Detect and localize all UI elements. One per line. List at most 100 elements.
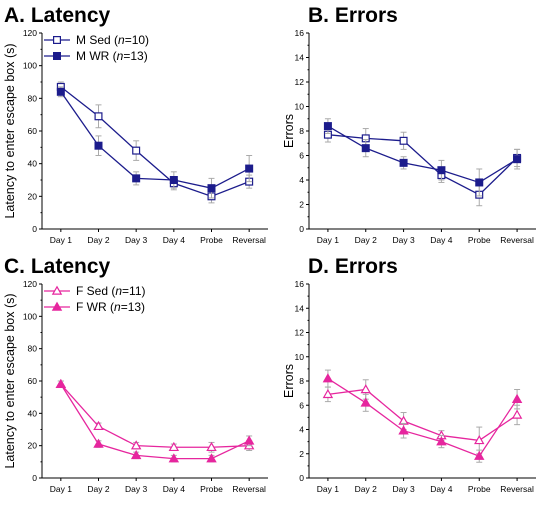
data-point (168, 453, 180, 463)
y-tick-label: 12 (295, 328, 305, 338)
x-tick-label: Day 1 (50, 235, 72, 245)
x-tick-label: Day 2 (87, 484, 109, 494)
panel-title: C. Latency (4, 255, 111, 278)
y-axis-label: Errors (282, 114, 296, 148)
data-point (323, 122, 332, 131)
y-axis-label: Latency to enter escape box (s) (3, 43, 17, 218)
legend: M Sed (n=10) M WR (n=13) (44, 33, 149, 63)
legend-label: M WR (n=13) (76, 49, 148, 63)
x-tick-label: Reversal (500, 235, 534, 245)
x-tick-label: Day 2 (355, 484, 377, 494)
y-tick-label: 6 (299, 151, 304, 161)
y-tick-label: 10 (295, 102, 305, 112)
data-point (56, 87, 65, 96)
legend-marker (52, 35, 61, 44)
panel-title: A. Latency (4, 4, 111, 27)
y-tick-label: 2 (299, 200, 304, 210)
y-tick-label: 14 (295, 303, 305, 313)
y-tick-label: 80 (28, 344, 38, 354)
series-line (327, 125, 518, 184)
x-tick-label: Day 3 (392, 235, 414, 245)
x-tick-label: Day 4 (430, 235, 452, 245)
x-tick-label: Probe (468, 484, 491, 494)
data-point (207, 184, 216, 193)
data-point (436, 436, 447, 446)
y-tick-label: 2 (299, 449, 304, 459)
y-tick-label: 4 (299, 425, 304, 435)
y-tick-label: 40 (28, 159, 38, 169)
y-tick-label: 80 (28, 93, 38, 103)
legend-marker (52, 51, 61, 60)
data-point (513, 155, 522, 164)
data-point (475, 178, 484, 187)
x-tick-label: Day 3 (125, 235, 147, 245)
legend-marker (51, 285, 63, 295)
data-point (474, 450, 485, 460)
series-line (60, 91, 250, 189)
y-tick-label: 120 (23, 28, 37, 38)
data-point (169, 176, 178, 185)
x-tick-label: Day 4 (163, 484, 185, 494)
series-1 (322, 379, 523, 455)
x-tick-label: Day 2 (355, 235, 377, 245)
data-point (243, 435, 255, 445)
y-tick-label: 10 (295, 352, 305, 362)
series-1 (56, 81, 254, 204)
y-axis-label: Latency to enter escape box (s) (3, 293, 17, 468)
legend-label: F Sed (n=11) (76, 284, 146, 298)
data-point (398, 425, 409, 435)
x-tick-label: Probe (200, 235, 223, 245)
x-tick-label: Day 1 (317, 484, 339, 494)
panel-title: B. Errors (308, 4, 398, 27)
series-2 (55, 378, 255, 463)
data-point (322, 388, 334, 399)
data-point (93, 438, 104, 448)
y-tick-label: 0 (299, 473, 304, 483)
y-tick-label: 8 (299, 126, 304, 136)
y-tick-label: 0 (32, 224, 37, 234)
y-tick-label: 20 (28, 441, 38, 451)
y-tick-label: 40 (28, 408, 38, 418)
y-tick-label: 60 (28, 376, 38, 386)
y-tick-label: 6 (299, 400, 304, 410)
data-point (245, 164, 254, 173)
series-line (327, 134, 518, 196)
data-point (437, 166, 446, 175)
data-point (130, 449, 142, 460)
data-point (55, 378, 67, 388)
series-2 (323, 118, 522, 197)
x-tick-label: Day 1 (50, 484, 72, 494)
chart-panel-4: D. Errors 0 2 4 6 8 10 12 14 16 Day 1 Day 2 Day 3 Day… (282, 255, 536, 494)
x-tick-label: Day 1 (317, 235, 339, 245)
series-1 (55, 378, 255, 453)
data-point (206, 441, 217, 452)
data-point (511, 393, 523, 403)
data-point (206, 453, 217, 463)
legend: F Sed (n=11) F WR (n=13) (44, 284, 146, 314)
data-point (474, 435, 485, 445)
x-tick-label: Probe (468, 235, 491, 245)
y-tick-label: 8 (299, 376, 304, 386)
x-tick-label: Day 3 (125, 484, 147, 494)
x-tick-label: Reversal (500, 484, 534, 494)
y-tick-label: 20 (28, 191, 38, 201)
legend-label: M Sed (n=10) (76, 33, 149, 47)
data-point (361, 144, 370, 153)
y-tick-label: 12 (295, 77, 305, 87)
x-tick-label: Reversal (232, 484, 266, 494)
chart-panel-3: C. Latency 0 20 40 60 80 100 120 Day 1 Day 2 Day 3… (3, 255, 268, 494)
series-line (327, 378, 518, 457)
data-point (399, 136, 408, 145)
data-point (322, 373, 334, 383)
x-tick-label: Reversal (232, 235, 266, 245)
chart-panel-1: A. Latency 0 20 40 60 80 100 120 Day 1 Day 2 Day 3… (3, 4, 268, 245)
data-point (511, 409, 523, 419)
y-tick-label: 16 (295, 28, 305, 38)
y-tick-label: 14 (295, 53, 305, 63)
legend-label: F WR (n=13) (76, 300, 145, 314)
data-point (168, 441, 180, 452)
y-axis-label: Errors (282, 364, 296, 398)
data-point (130, 440, 142, 450)
y-tick-label: 60 (28, 126, 38, 136)
